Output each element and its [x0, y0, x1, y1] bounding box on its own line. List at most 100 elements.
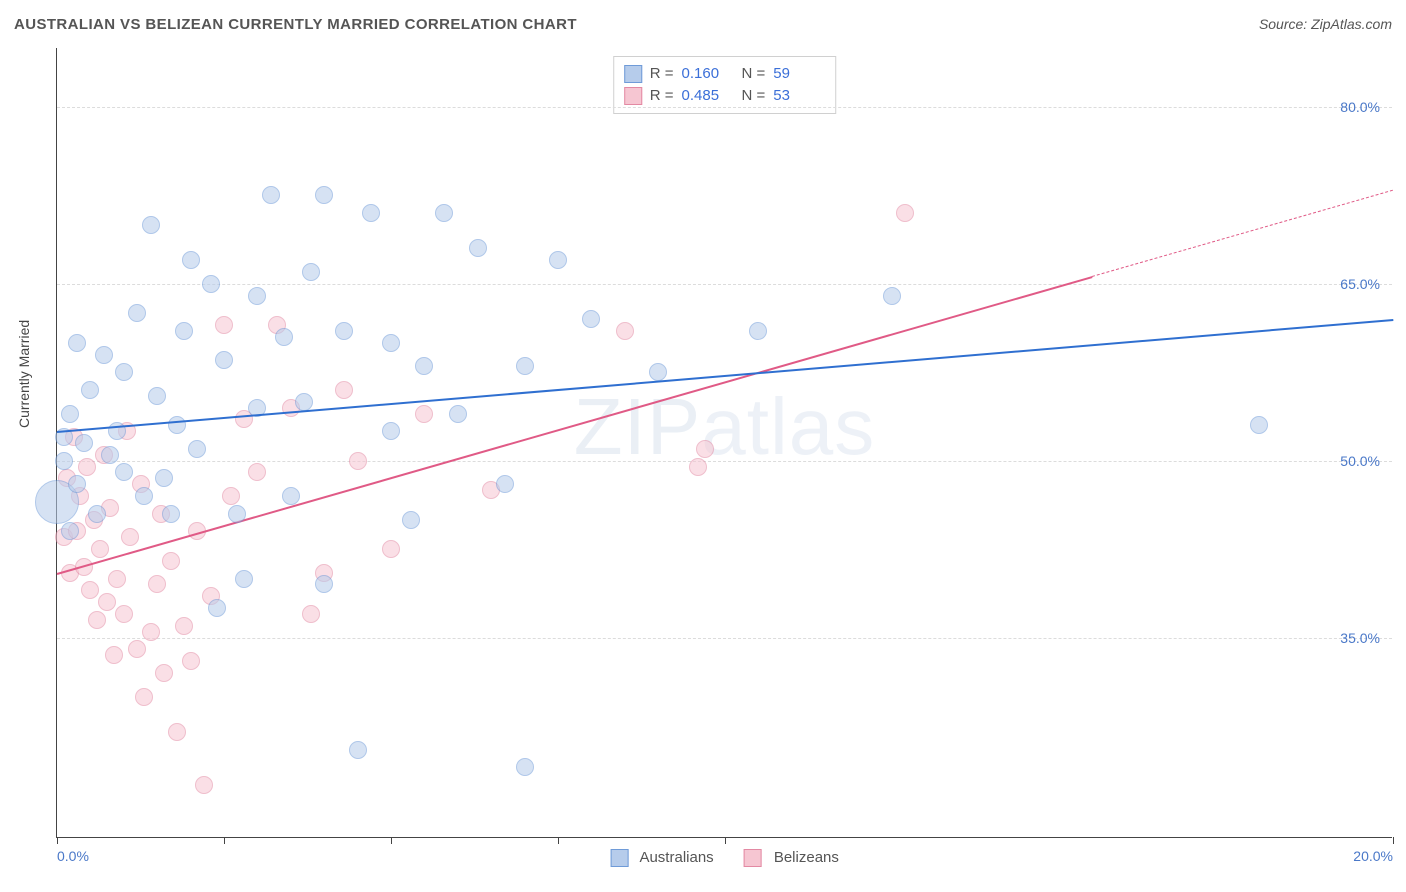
- trend-line: [57, 276, 1093, 575]
- scatter-point-aus: [469, 239, 487, 257]
- scatter-point-aus: [135, 487, 153, 505]
- scatter-point-bel: [382, 540, 400, 558]
- scatter-point-aus: [402, 511, 420, 529]
- scatter-point-aus: [1250, 416, 1268, 434]
- scatter-point-aus: [335, 322, 353, 340]
- scatter-point-aus: [61, 405, 79, 423]
- plot-area: ZIPatlas R = 0.160 N = 59 R = 0.485 N = …: [56, 48, 1392, 838]
- scatter-point-bel: [115, 605, 133, 623]
- y-tick-label: 50.0%: [1340, 453, 1380, 469]
- scatter-point-aus: [68, 475, 86, 493]
- scatter-point-bel: [616, 322, 634, 340]
- x-tick: [725, 837, 726, 844]
- scatter-point-bel: [349, 452, 367, 470]
- scatter-point-aus: [262, 186, 280, 204]
- x-tick: [1393, 837, 1394, 844]
- scatter-point-aus: [215, 351, 233, 369]
- scatter-point-bel: [175, 617, 193, 635]
- scatter-point-bel: [896, 204, 914, 222]
- scatter-point-aus: [61, 522, 79, 540]
- y-tick-label: 80.0%: [1340, 99, 1380, 115]
- stats-row-aus: R = 0.160 N = 59: [624, 63, 826, 85]
- scatter-point-aus: [315, 575, 333, 593]
- scatter-point-aus: [128, 304, 146, 322]
- scatter-point-bel: [108, 570, 126, 588]
- scatter-point-bel: [415, 405, 433, 423]
- scatter-point-aus: [162, 505, 180, 523]
- scatter-point-aus: [155, 469, 173, 487]
- x-tick-label: 0.0%: [57, 848, 89, 864]
- watermark: ZIPatlas: [574, 381, 875, 473]
- scatter-point-bel: [248, 463, 266, 481]
- scatter-point-aus: [275, 328, 293, 346]
- r-value: 0.160: [682, 63, 734, 85]
- swatch-bel-icon: [744, 849, 762, 867]
- scatter-point-aus: [883, 287, 901, 305]
- x-tick: [558, 837, 559, 844]
- gridline: [57, 461, 1392, 462]
- scatter-point-aus: [449, 405, 467, 423]
- scatter-point-bel: [98, 593, 116, 611]
- scatter-point-aus: [75, 434, 93, 452]
- scatter-point-aus: [295, 393, 313, 411]
- chart-container: Currently Married ZIPatlas R = 0.160 N =…: [14, 48, 1392, 838]
- scatter-point-aus: [349, 741, 367, 759]
- scatter-point-aus: [362, 204, 380, 222]
- scatter-point-aus: [228, 505, 246, 523]
- y-tick-label: 35.0%: [1340, 630, 1380, 646]
- scatter-point-bel: [142, 623, 160, 641]
- scatter-point-aus: [55, 452, 73, 470]
- legend-item-aus: Australians: [610, 849, 714, 867]
- gridline: [57, 638, 1392, 639]
- scatter-point-bel: [215, 316, 233, 334]
- scatter-point-aus: [235, 570, 253, 588]
- scatter-point-aus: [435, 204, 453, 222]
- scatter-point-aus: [81, 381, 99, 399]
- scatter-point-bel: [222, 487, 240, 505]
- x-tick: [57, 837, 58, 844]
- y-axis-label: Currently Married: [16, 320, 32, 428]
- scatter-point-aus: [582, 310, 600, 328]
- legend-item-bel: Belizeans: [744, 849, 839, 867]
- scatter-point-aus: [282, 487, 300, 505]
- scatter-point-aus: [382, 334, 400, 352]
- scatter-point-bel: [81, 581, 99, 599]
- scatter-point-aus: [649, 363, 667, 381]
- swatch-aus-icon: [624, 65, 642, 83]
- n-label: N =: [742, 63, 766, 85]
- scatter-point-bel: [91, 540, 109, 558]
- scatter-point-aus: [168, 416, 186, 434]
- scatter-point-aus: [415, 357, 433, 375]
- stats-row-bel: R = 0.485 N = 53: [624, 85, 826, 107]
- scatter-point-bel: [105, 646, 123, 664]
- scatter-point-bel: [88, 611, 106, 629]
- scatter-point-aus: [302, 263, 320, 281]
- scatter-point-aus: [68, 334, 86, 352]
- swatch-bel-icon: [624, 87, 642, 105]
- scatter-point-bel: [195, 776, 213, 794]
- scatter-point-aus: [749, 322, 767, 340]
- r-value: 0.485: [682, 85, 734, 107]
- scatter-point-bel: [335, 381, 353, 399]
- bottom-legend: Australians Belizeans: [610, 849, 839, 867]
- scatter-point-aus: [248, 287, 266, 305]
- chart-title: AUSTRALIAN VS BELIZEAN CURRENTLY MARRIED…: [14, 16, 577, 33]
- scatter-point-aus: [188, 440, 206, 458]
- scatter-point-bel: [128, 640, 146, 658]
- scatter-point-aus: [516, 357, 534, 375]
- scatter-point-aus: [202, 275, 220, 293]
- r-label: R =: [650, 63, 674, 85]
- swatch-aus-icon: [610, 849, 628, 867]
- scatter-point-aus: [115, 463, 133, 481]
- scatter-point-aus: [315, 186, 333, 204]
- x-tick: [224, 837, 225, 844]
- scatter-point-bel: [155, 664, 173, 682]
- scatter-point-aus: [95, 346, 113, 364]
- legend-label: Australians: [639, 849, 713, 866]
- scatter-point-bel: [689, 458, 707, 476]
- scatter-point-bel: [162, 552, 180, 570]
- r-label: R =: [650, 85, 674, 107]
- trend-line: [57, 319, 1393, 433]
- scatter-point-bel: [135, 688, 153, 706]
- gridline: [57, 284, 1392, 285]
